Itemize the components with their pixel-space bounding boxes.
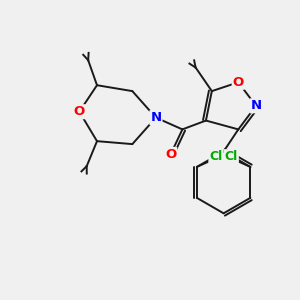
Text: O: O (233, 76, 244, 89)
Text: O: O (165, 148, 176, 161)
Text: Cl: Cl (209, 150, 223, 163)
Text: Cl: Cl (225, 150, 238, 163)
Text: N: N (150, 111, 161, 124)
Text: O: O (74, 105, 85, 118)
Text: N: N (250, 99, 262, 112)
